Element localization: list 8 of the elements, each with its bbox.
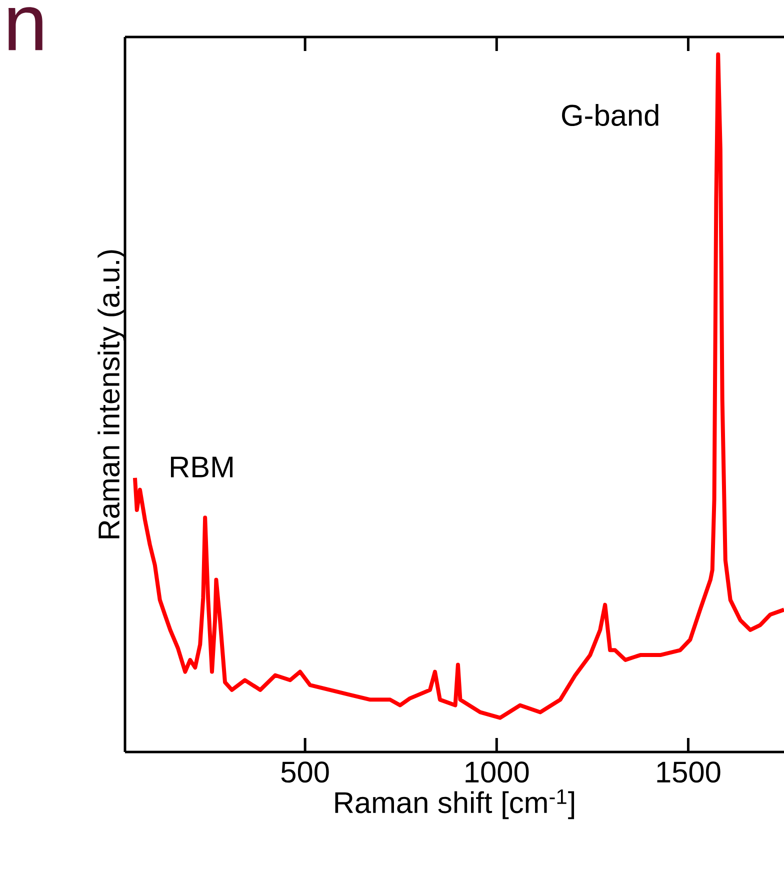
x-tick-label: 1000 <box>466 762 529 783</box>
annotation: RBM <box>170 456 232 478</box>
text: n <box>8 7 42 50</box>
x-tick-label: 500 <box>281 762 329 783</box>
y-axis-title: Raman intensity (a.u.) <box>98 250 126 538</box>
x-tick-label: 1500 <box>657 762 720 783</box>
x-axis-title: Raman shift [cm$^{-1}$] <box>335 790 574 820</box>
annotation: G-band <box>562 104 658 126</box>
